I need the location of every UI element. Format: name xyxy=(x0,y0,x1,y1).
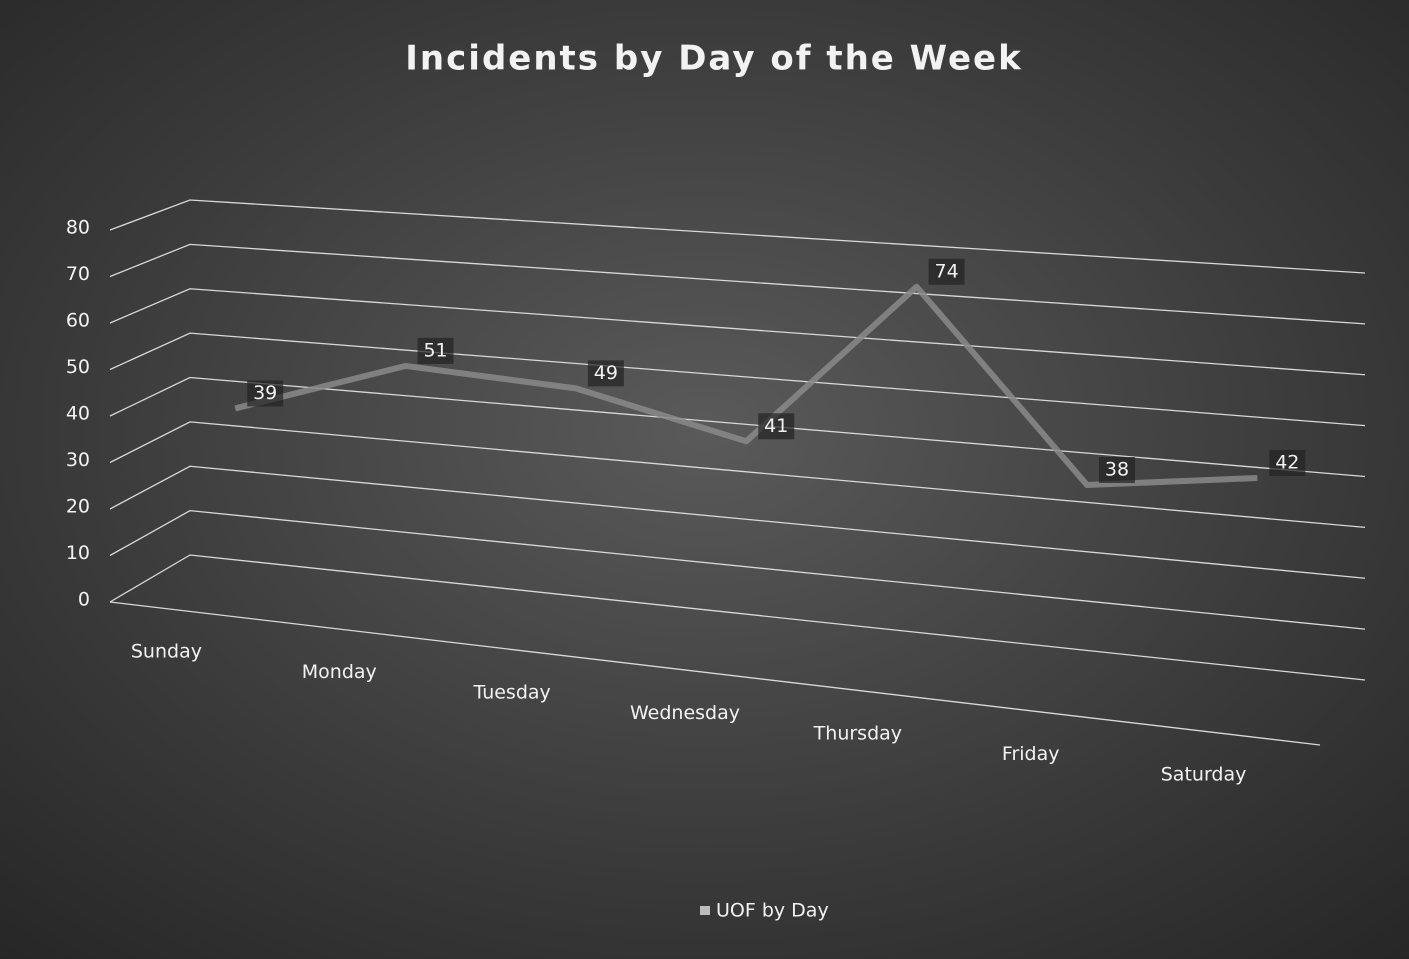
data-label: 42 xyxy=(1275,451,1299,473)
grid-line xyxy=(109,465,1366,579)
y-tick-label: 70 xyxy=(66,263,90,285)
y-tick-label: 10 xyxy=(66,542,90,564)
data-label-bg xyxy=(1098,456,1135,483)
data-label: 38 xyxy=(1105,458,1129,480)
x-tick-label: Saturday xyxy=(1161,763,1247,785)
grid-line xyxy=(109,332,1366,427)
data-label-bg xyxy=(587,360,624,387)
y-tick-label: 0 xyxy=(78,589,90,611)
y-tick-label: 40 xyxy=(66,403,90,425)
grid-line xyxy=(109,421,1366,529)
x-tick-label: Wednesday xyxy=(630,702,740,724)
legend-swatch xyxy=(700,906,710,915)
y-tick-label: 60 xyxy=(66,310,90,332)
data-label: 39 xyxy=(253,382,277,404)
grid-line xyxy=(109,199,1366,274)
grid-line xyxy=(109,376,1366,478)
x-tick-label: Tuesday xyxy=(472,682,550,704)
grid-line xyxy=(109,554,1366,681)
y-tick-label: 50 xyxy=(66,356,90,378)
data-label-bg xyxy=(758,413,795,440)
x-axis xyxy=(109,601,1321,746)
y-tick-label: 20 xyxy=(66,496,90,518)
grid-line xyxy=(109,509,1366,630)
grid-line xyxy=(109,288,1366,376)
y-tick-label: 30 xyxy=(66,449,90,471)
grid-line xyxy=(109,243,1366,325)
x-tick-label: Thursday xyxy=(813,722,902,744)
line-series xyxy=(234,283,1258,488)
data-label: 41 xyxy=(764,415,788,437)
x-tick-label: Sunday xyxy=(131,641,202,663)
x-tick-label: Monday xyxy=(302,661,377,683)
legend-label: UOF by Day xyxy=(716,900,829,922)
y-tick-label: 80 xyxy=(66,217,90,239)
x-tick-label: Friday xyxy=(1002,743,1060,765)
data-label-bg xyxy=(417,337,454,364)
data-label-bg xyxy=(247,380,284,407)
data-label: 49 xyxy=(594,362,618,384)
data-label: 74 xyxy=(935,260,959,282)
data-label-bg xyxy=(928,258,965,285)
chart-title: Incidents by Day of the Week xyxy=(405,39,1022,79)
data-label: 51 xyxy=(423,339,447,361)
data-label-bg xyxy=(1269,449,1306,476)
